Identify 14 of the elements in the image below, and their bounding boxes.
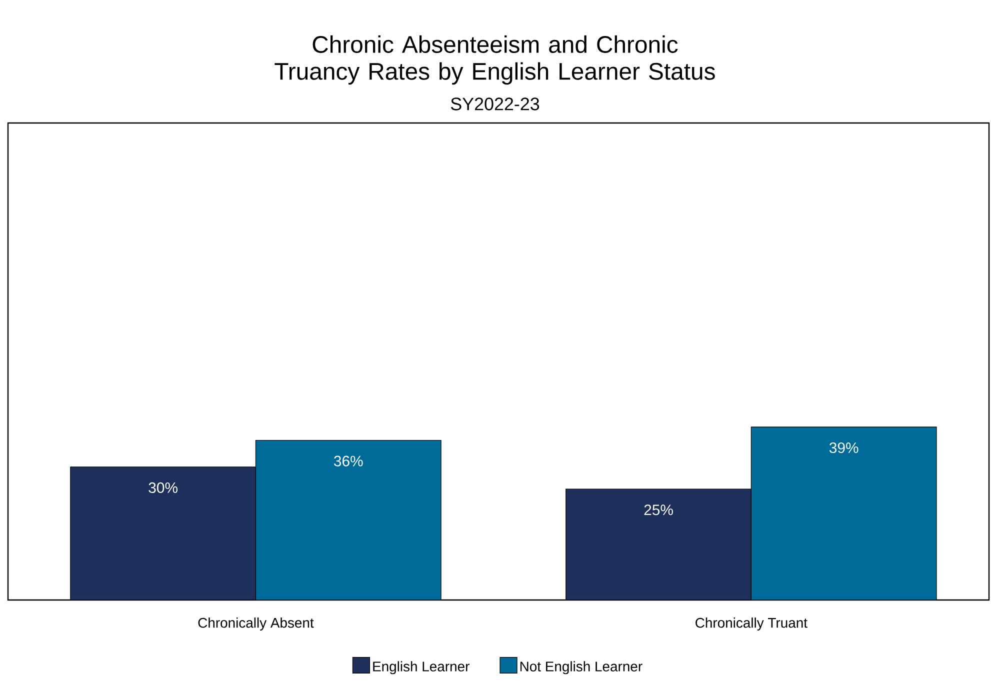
bar	[70, 466, 256, 600]
legend-label: Not English Learner	[520, 661, 642, 674]
bar	[566, 488, 752, 600]
bar	[255, 440, 442, 600]
data-label: 25%	[644, 504, 673, 516]
data-label: 30%	[148, 482, 178, 493]
data-label: 36%	[334, 456, 363, 466]
x-tick-label: Chronically Absent	[198, 618, 314, 631]
data-label: 39%	[829, 442, 858, 454]
bar	[750, 426, 937, 600]
legend-label: English Learner	[373, 661, 470, 674]
chart-subtitle: SY2022-23	[450, 98, 540, 110]
x-tick-label: Chronically Truant	[696, 618, 808, 631]
chart-title: Chronic Absenteeism and Chronic Truancy Rates by English Learner Status	[274, 35, 715, 85]
